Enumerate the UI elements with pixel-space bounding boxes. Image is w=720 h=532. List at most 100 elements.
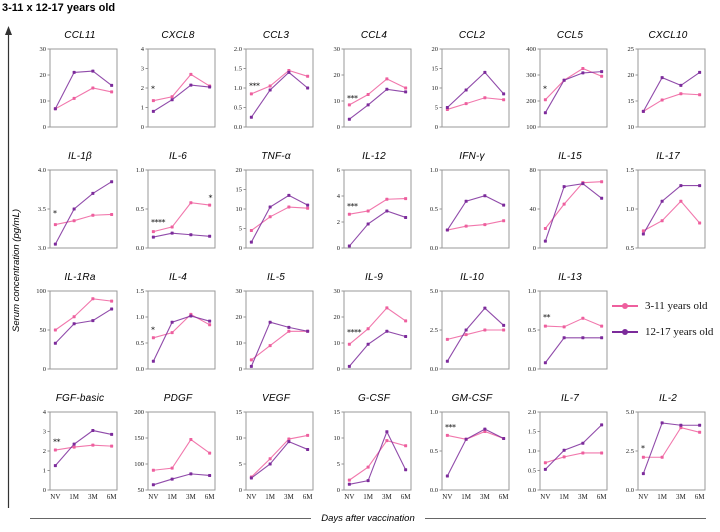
y-tick-label: 0.0: [136, 366, 144, 372]
y-tick-label: 1.5: [234, 66, 242, 73]
series-line-12-17-years-old: [642, 422, 700, 474]
panel-title: FGF-basic: [55, 393, 105, 404]
data-point-12-17-years-old: [208, 234, 212, 238]
data-point-12-17-years-old: [208, 473, 212, 477]
chart-il-15: 0 40 80: [530, 167, 608, 252]
y-tick-label: 20: [40, 72, 47, 79]
data-point-3-11-years-old: [249, 92, 253, 96]
data-point-3-11-years-old: [72, 219, 76, 223]
y-tick-label: 2: [337, 219, 340, 226]
data-point-12-17-years-old: [581, 182, 585, 186]
y-tick-label: 5: [337, 461, 340, 468]
chart-il-7: 0.0 0.5 1.0 1.5 2.0 NV 1M 3M 6M: [528, 409, 608, 501]
legend-label: 12-17 years old: [645, 326, 714, 338]
data-point-12-17-years-old: [306, 203, 310, 207]
data-point-12-17-years-old: [385, 209, 389, 213]
data-point-12-17-years-old: [385, 87, 389, 91]
data-point-3-11-years-old: [306, 206, 310, 210]
data-point-3-11-years-old: [287, 329, 291, 333]
data-point-12-17-years-old: [189, 83, 193, 87]
y-tick-label: 2.5: [626, 448, 634, 455]
data-point-3-11-years-old: [208, 451, 212, 455]
series-line-12-17-years-old: [349, 430, 407, 485]
data-point-3-11-years-old: [151, 230, 155, 234]
panel-ccl11: CCL11 0 10 20 30: [24, 30, 122, 135]
x-tick-label: 6M: [107, 493, 118, 501]
y-tick-label: 20: [236, 167, 243, 174]
data-point-3-11-years-old: [562, 202, 566, 206]
data-point-12-17-years-old: [249, 115, 253, 119]
data-point-12-17-years-old: [404, 215, 408, 219]
y-tick-label: 10: [40, 98, 47, 105]
data-point-3-11-years-old: [366, 465, 370, 469]
series-line-3-11-years-old: [153, 73, 210, 102]
chart-tnf: 0 5 10 15 20: [236, 167, 314, 252]
panel-il-2: IL-2 0.0 2.5 5.0 * NV 1M 3M 6M: [612, 393, 710, 507]
series-line-3-11-years-old: [153, 313, 210, 339]
y-tick-label: 0.0: [430, 245, 438, 251]
y-tick-label: 1.0: [234, 85, 242, 92]
data-point-12-17-years-old: [562, 448, 566, 452]
data-point-12-17-years-old: [543, 361, 547, 365]
data-point-12-17-years-old: [581, 441, 585, 445]
y-tick-label: 5: [239, 461, 242, 468]
y-tick-label: 4: [43, 409, 47, 416]
data-point-3-11-years-old: [581, 67, 585, 70]
x-tick-label: 3M: [284, 493, 295, 501]
panel-title: IL-4: [168, 272, 188, 283]
data-point-3-11-years-old: [600, 74, 604, 78]
data-point-3-11-years-old: [385, 306, 389, 310]
chart-cxcl10: 10 15 20 25: [628, 46, 706, 131]
data-point-12-17-years-old: [679, 83, 683, 87]
data-point-12-17-years-old: [53, 242, 57, 246]
series-line-3-11-years-old: [55, 213, 112, 226]
series-line-3-11-years-old: [153, 438, 210, 471]
chart-ccl2: 0 5 10 15 20: [432, 46, 510, 131]
data-point-12-17-years-old: [306, 447, 310, 451]
significance-marker: **: [543, 313, 551, 322]
series-line-12-17-years-old: [348, 330, 406, 367]
y-tick-label: 0: [239, 487, 242, 494]
data-point-12-17-years-old: [502, 203, 506, 207]
y-tick-label: 30: [236, 288, 243, 295]
data-point-3-11-years-old: [698, 93, 702, 97]
series-line-12-17-years-old: [544, 337, 602, 364]
panel-il-5: IL-5 0 10 20 30: [220, 272, 318, 377]
chart-il-1: 3.0 3.5 4.0 *: [38, 167, 118, 252]
data-point-3-11-years-old: [464, 224, 468, 228]
x-tick-label: 6M: [205, 493, 216, 501]
data-point-12-17-years-old: [366, 342, 370, 346]
data-point-12-17-years-old: [91, 69, 95, 73]
panel-title: IL-9: [364, 272, 384, 283]
data-point-12-17-years-old: [581, 336, 585, 340]
series-line-12-17-years-old: [54, 429, 112, 466]
series-line-3-11-years-old: [643, 93, 700, 112]
y-tick-label: 40: [530, 206, 537, 213]
data-point-3-11-years-old: [660, 98, 664, 102]
panel-title: IL-2: [658, 393, 678, 404]
y-tick-label: 2.5: [430, 327, 438, 334]
data-point-3-11-years-old: [679, 199, 683, 203]
data-point-12-17-years-old: [600, 70, 604, 74]
y-tick-label: 0.5: [528, 327, 536, 334]
series-line-12-17-years-old: [54, 181, 112, 245]
panel-title: IL-12: [362, 151, 386, 162]
x-tick-label: 1M: [657, 493, 668, 501]
y-tick-label: 30: [334, 288, 341, 295]
data-point-12-17-years-old: [404, 335, 408, 338]
data-point-12-17-years-old: [151, 235, 155, 239]
data-point-3-11-years-old: [600, 451, 604, 455]
panel-pdgf: PDGF 50 100 150 200 NV 1M 3M 6M: [122, 393, 220, 507]
y-tick-label: 3: [141, 66, 144, 73]
panel-title: IL-10: [460, 272, 484, 283]
y-tick-label: 20: [628, 72, 635, 79]
y-tick-label: 15: [334, 409, 341, 416]
series-line-12-17-years-old: [250, 321, 308, 367]
y-tick-label: 2: [141, 85, 144, 92]
panel-title: IL-6: [168, 151, 188, 162]
data-point-12-17-years-old: [562, 185, 566, 189]
data-point-12-17-years-old: [347, 244, 351, 248]
panel-il-17: IL-17 0.5 1.0 1.5: [612, 151, 710, 256]
data-point-12-17-years-old: [268, 462, 272, 466]
data-point-12-17-years-old: [502, 323, 506, 327]
